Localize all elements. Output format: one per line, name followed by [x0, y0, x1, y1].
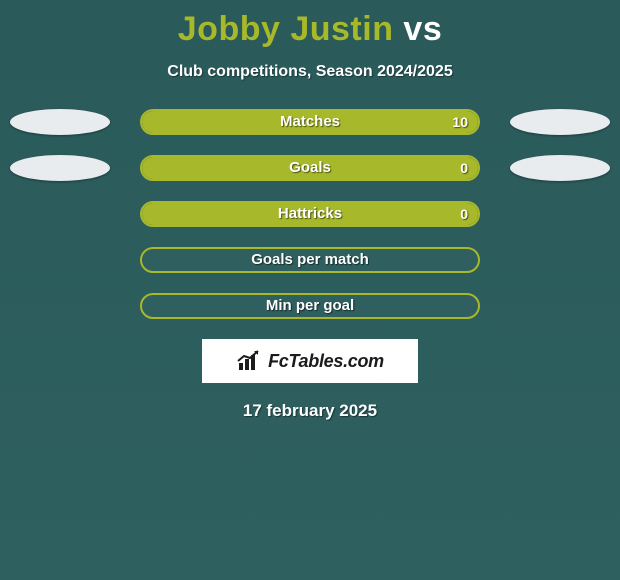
page-title: Jobby Justin vs [0, 10, 620, 49]
vs-suffix: vs [393, 10, 442, 48]
subtitle: Club competitions, Season 2024/2025 [0, 63, 620, 81]
logo-text: FcTables.com [268, 351, 384, 372]
stat-bar: Goals 0 [140, 155, 480, 181]
right-value-ellipse [510, 155, 610, 181]
stat-label: Goals per match [142, 249, 478, 271]
date-label: 17 february 2025 [0, 401, 620, 421]
left-value-ellipse [10, 109, 110, 135]
chart-icon [236, 349, 262, 373]
stat-bar: Min per goal [140, 293, 480, 319]
right-value-ellipse [510, 109, 610, 135]
stat-row-hattricks: Hattricks 0 [0, 201, 620, 227]
stat-row-goals: Goals 0 [0, 155, 620, 181]
comparison-card: Jobby Justin vs Club competitions, Seaso… [0, 0, 620, 421]
stat-bar: Matches 10 [140, 109, 480, 135]
stat-row-min-per-goal: Min per goal [0, 293, 620, 319]
stat-value: 0 [460, 203, 468, 225]
stat-label: Matches [142, 111, 478, 133]
stat-value: 0 [460, 157, 468, 179]
stat-row-matches: Matches 10 [0, 109, 620, 135]
stat-bar: Hattricks 0 [140, 201, 480, 227]
stat-label: Hattricks [142, 203, 478, 225]
player-name: Jobby Justin [178, 10, 394, 48]
stat-row-goals-per-match: Goals per match [0, 247, 620, 273]
stat-label: Goals [142, 157, 478, 179]
left-value-ellipse [10, 155, 110, 181]
logo-box: FcTables.com [202, 339, 418, 383]
stats-container: Matches 10 Goals 0 Hattricks 0 [0, 109, 620, 319]
stat-value: 10 [452, 111, 468, 133]
stat-label: Min per goal [142, 295, 478, 317]
stat-bar: Goals per match [140, 247, 480, 273]
